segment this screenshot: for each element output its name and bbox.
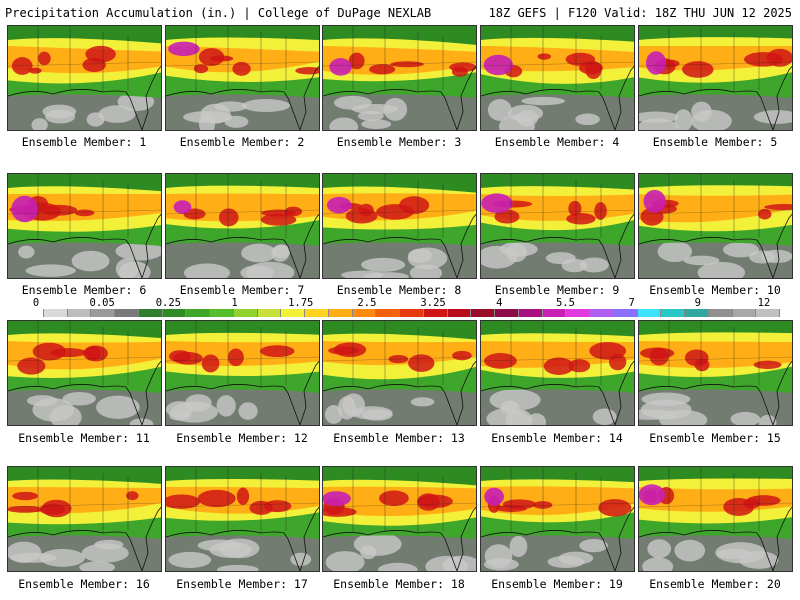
ensemble-member-label: Ensemble Member: 6 [21, 283, 147, 297]
colorbar-segment [233, 309, 258, 317]
colorbar-tick-label: 2.5 [357, 297, 377, 309]
colorbar-segment [447, 309, 472, 317]
ensemble-member-label: Ensemble Member: 17 [176, 577, 308, 591]
ensemble-member-label: Ensemble Member: 9 [494, 283, 620, 297]
ensemble-member-label: Ensemble Member: 7 [179, 283, 305, 297]
colorbar-segment [328, 309, 353, 317]
header: Precipitation Accumulation (in.) | Colle… [5, 6, 792, 22]
ensemble-member-label: Ensemble Member: 10 [649, 283, 781, 297]
colorbar-segment [471, 309, 495, 317]
colorbar-scale [20, 309, 780, 317]
ensemble-member-map [638, 320, 793, 426]
colorbar-segment [732, 309, 757, 317]
colorbar-tick-label: 0.25 [155, 297, 182, 309]
ensemble-member-label: Ensemble Member: 1 [21, 135, 147, 149]
ensemble-member-label: Ensemble Member: 19 [491, 577, 623, 591]
colorbar-segment [708, 309, 733, 317]
colorbar-segment [376, 309, 400, 317]
ensemble-member-map [165, 25, 320, 131]
chart-title: Precipitation Accumulation (in.) | Colle… [5, 6, 432, 20]
ensemble-member-map [480, 466, 635, 572]
ensemble-member-map [322, 466, 477, 572]
run-info: 18Z GEFS | F120 Valid: 18Z THU JUN 12 20… [488, 6, 792, 20]
ensemble-member-map [638, 25, 793, 131]
colorbar-segment [400, 309, 424, 317]
ensemble-member-map [322, 173, 477, 279]
ensemble-member-map [480, 173, 635, 279]
ensemble-member-label: Ensemble Member: 5 [652, 135, 778, 149]
colorbar-segment [67, 309, 92, 317]
ensemble-member-label: Ensemble Member: 13 [333, 431, 465, 445]
colorbar-segment [43, 309, 68, 317]
colorbar-segment [566, 309, 590, 317]
colorbar-segment [91, 309, 115, 317]
colorbar-tick-label: 5.5 [555, 297, 575, 309]
ensemble-member-label: Ensemble Member: 3 [336, 135, 462, 149]
colorbar-segment [590, 309, 614, 317]
colorbar-segment [542, 309, 567, 317]
precip-colorbar: 0 0.05 0.25 1 1.75 2.5 3.25 4 5.5 7 9 12 [10, 297, 790, 321]
ensemble-member-label: Ensemble Member: 14 [491, 431, 623, 445]
ensemble-member-label: Ensemble Member: 16 [18, 577, 150, 591]
colorbar-segment [637, 309, 662, 317]
ensemble-member-map [7, 466, 162, 572]
ensemble-member-label: Ensemble Member: 11 [18, 431, 150, 445]
colorbar-segment [115, 309, 139, 317]
ensemble-member-map [7, 320, 162, 426]
colorbar-segment [661, 309, 685, 317]
colorbar-tick-label: 3.25 [420, 297, 446, 309]
colorbar-segment [281, 309, 305, 317]
ensemble-member-map [322, 320, 477, 426]
colorbar-segment [685, 309, 709, 317]
colorbar-tick-label: 12 [757, 297, 771, 309]
colorbar-tick-label: 9 [694, 297, 701, 309]
colorbar-segment [613, 309, 638, 317]
colorbar-tick-label: 0.05 [89, 297, 115, 309]
ensemble-member-label: Ensemble Member: 12 [176, 431, 308, 445]
ensemble-member-label: Ensemble Member: 4 [494, 135, 620, 149]
colorbar-tick-label: 0 [32, 297, 40, 309]
ensemble-member-map [165, 173, 320, 279]
colorbar-segment [305, 309, 329, 317]
colorbar-segment [20, 309, 44, 317]
colorbar-segment [756, 309, 780, 317]
ensemble-member-map [480, 25, 635, 131]
ensemble-member-label: Ensemble Member: 8 [336, 283, 462, 297]
ensemble-member-map [7, 25, 162, 131]
colorbar-segment [423, 309, 448, 317]
colorbar-segment [138, 309, 163, 317]
colorbar-segment [495, 309, 519, 317]
colorbar-tick-label: 1.75 [288, 297, 314, 309]
colorbar-tick-label: 1 [231, 297, 238, 309]
colorbar-segment [518, 309, 543, 317]
ensemble-member-map [638, 466, 793, 572]
colorbar-segment [352, 309, 377, 317]
ensemble-member-label: Ensemble Member: 18 [333, 577, 465, 591]
ensemble-member-map [322, 25, 477, 131]
colorbar-segment [162, 309, 187, 317]
colorbar-segment [210, 309, 234, 317]
ensemble-member-label: Ensemble Member: 20 [649, 577, 781, 591]
ensemble-member-label: Ensemble Member: 2 [179, 135, 305, 149]
colorbar-tick-label: 7 [628, 297, 635, 309]
ensemble-member-map [638, 173, 793, 279]
colorbar-segment [186, 309, 210, 317]
ensemble-member-map [165, 466, 320, 572]
ensemble-member-map [7, 173, 162, 279]
colorbar-tick-label: 4 [496, 297, 503, 309]
colorbar-segment [257, 309, 282, 317]
ensemble-member-map [165, 320, 320, 426]
ensemble-member-label: Ensemble Member: 15 [649, 431, 781, 445]
ensemble-member-map [480, 320, 635, 426]
